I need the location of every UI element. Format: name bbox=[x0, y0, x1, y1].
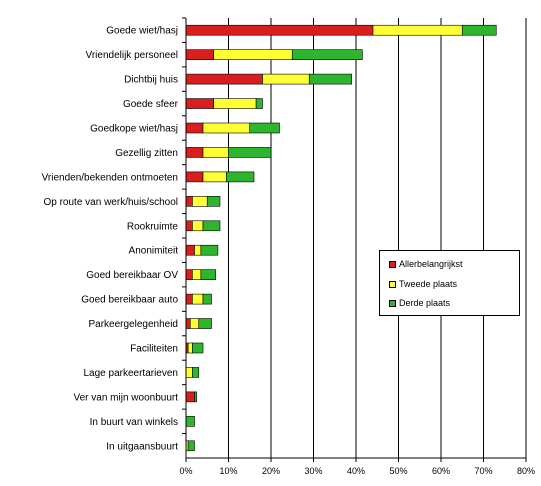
bar-derde-plaats-goedkope-wiet-hasj bbox=[249, 122, 280, 134]
category-label: Parkeergelegenheid bbox=[88, 319, 178, 330]
bar-allerbelangrijkst-vriendelijk-personeel bbox=[185, 49, 214, 60]
bar-derde-plaats-rookruimte bbox=[202, 220, 221, 232]
bar-derde-plaats-in-uitgaansbuurt bbox=[187, 440, 195, 452]
bar-tweede-plaats-rookruimte bbox=[192, 220, 204, 232]
bar-allerbelangrijkst-parkeergelegenheid bbox=[185, 318, 191, 329]
category-label: Goede wiet/hasj bbox=[106, 26, 178, 37]
bar-tweede-plaats-anonimiteit bbox=[194, 244, 202, 256]
bar-derde-plaats-parkeergelegenheid bbox=[198, 318, 212, 329]
category-label: Lage parkeertarieven bbox=[83, 368, 178, 379]
x-tick-label: 50% bbox=[389, 466, 407, 476]
category-label: Goed bereikbaar OV bbox=[86, 270, 178, 281]
bar-allerbelangrijkst-gezellig-zitten bbox=[185, 147, 204, 158]
bar-tweede-plaats-dichtbij-huis bbox=[262, 73, 310, 85]
bar-derde-plaats-vrienden-bekenden-ontmoeten bbox=[226, 171, 255, 183]
bar-derde-plaats-goede-wiet-hasj bbox=[461, 24, 497, 36]
x-tick-label: 20% bbox=[262, 466, 280, 476]
bar-allerbelangrijkst-goed-bereikbaar-ov bbox=[185, 269, 193, 280]
bar-derde-plaats-goede-sfeer bbox=[255, 98, 263, 109]
bar-tweede-plaats-goedkope-wiet-hasj bbox=[202, 122, 251, 134]
bar-tweede-plaats-goede-sfeer bbox=[213, 98, 257, 109]
bar-tweede-plaats-op-route-van-werk-huis-school bbox=[192, 196, 208, 207]
legend-item-allerbelangrijkst: Allerbelangrijkst bbox=[389, 257, 463, 271]
legend-label: Tweede plaats bbox=[399, 279, 458, 289]
bar-allerbelangrijkst-goed-bereikbaar-auto bbox=[185, 293, 193, 305]
legend-label: Derde plaats bbox=[399, 298, 451, 308]
x-tick-label: 30% bbox=[304, 466, 322, 476]
bar-derde-plaats-lage-parkeertarieven bbox=[192, 367, 200, 378]
bar-derde-plaats-in-buurt-van-winkels bbox=[185, 416, 195, 427]
bar-derde-plaats-gezellig-zitten bbox=[228, 147, 272, 158]
legend: Allerbelangrijkst Tweede plaats Derde pl… bbox=[379, 250, 520, 316]
bar-derde-plaats-op-route-van-werk-huis-school bbox=[206, 196, 221, 207]
category-label: Goedkope wiet/hasj bbox=[90, 124, 178, 135]
category-label: Vriendelijk personeel bbox=[86, 50, 178, 61]
legend-swatch-red bbox=[389, 260, 396, 268]
x-tick-label: 60% bbox=[432, 466, 450, 476]
bar-derde-plaats-goed-bereikbaar-ov bbox=[200, 269, 217, 280]
x-tick-labels: 0% 10% 20% 30% 40% 50% 60% 70% 80% bbox=[179, 466, 535, 476]
legend-item-tweede-plaats: Tweede plaats bbox=[389, 277, 457, 291]
category-label: Ver van mijn woonbuurt bbox=[73, 392, 178, 403]
bar-allerbelangrijkst-ver-van-mijn-woonbuurt bbox=[185, 391, 195, 403]
category-label: Rookruimte bbox=[127, 221, 179, 232]
bar-derde-plaats-faciliteiten bbox=[192, 342, 204, 354]
bar-tweede-plaats-faciliteiten bbox=[187, 342, 193, 354]
category-label: Op route van werk/huis/school bbox=[43, 197, 178, 208]
bar-allerbelangrijkst-dichtbij-huis bbox=[185, 73, 263, 85]
bar-derde-plaats-goed-bereikbaar-auto bbox=[202, 293, 212, 305]
category-label: Goede sfeer bbox=[123, 99, 179, 110]
gridlines bbox=[228, 18, 527, 458]
bar-tweede-plaats-parkeergelegenheid bbox=[189, 318, 200, 329]
axes bbox=[182, 17, 527, 462]
bar-allerbelangrijkst-goede-sfeer bbox=[185, 98, 214, 109]
legend-item-derde-plaats: Derde plaats bbox=[389, 296, 450, 310]
bar-tweede-plaats-gezellig-zitten bbox=[202, 147, 229, 158]
x-tick-label: 40% bbox=[347, 466, 365, 476]
bar-derde-plaats-ver-van-mijn-woonbuurt bbox=[194, 391, 197, 403]
category-label: Gezellig zitten bbox=[115, 148, 178, 159]
bar-derde-plaats-anonimiteit bbox=[200, 244, 219, 256]
bar-tweede-plaats-goede-wiet-hasj bbox=[372, 24, 463, 36]
category-label: Goed bereikbaar auto bbox=[81, 295, 178, 306]
x-tick-label: 10% bbox=[219, 466, 237, 476]
legend-swatch-green bbox=[389, 299, 396, 307]
bar-tweede-plaats-goed-bereikbaar-ov bbox=[192, 269, 202, 280]
bar-allerbelangrijkst-op-route-van-werk-huis-school bbox=[185, 196, 193, 207]
bar-tweede-plaats-vriendelijk-personeel bbox=[213, 49, 293, 60]
category-labels: Goede wiet/hasj Vriendelijk personeel Dich… bbox=[42, 26, 179, 453]
category-label: In uitgaansbuurt bbox=[106, 441, 178, 452]
bar-tweede-plaats-lage-parkeertarieven bbox=[185, 367, 193, 378]
bar-allerbelangrijkst-vrienden-bekenden-ontmoeten bbox=[185, 171, 204, 183]
bar-allerbelangrijkst-rookruimte bbox=[185, 220, 193, 232]
legend-swatch-yellow bbox=[389, 280, 396, 288]
x-tick-label: 0% bbox=[179, 466, 192, 476]
bar-allerbelangrijkst-anonimiteit bbox=[185, 244, 195, 256]
category-label: In buurt van winkels bbox=[90, 417, 178, 428]
bar-allerbelangrijkst-goede-wiet-hasj bbox=[185, 24, 374, 36]
x-tick-label: 70% bbox=[474, 466, 492, 476]
category-label: Faciliteiten bbox=[130, 344, 178, 355]
legend-label: Allerbelangrijkst bbox=[399, 259, 463, 269]
x-tick-label: 80% bbox=[517, 466, 535, 476]
category-label: Anonimiteit bbox=[129, 246, 179, 257]
bar-allerbelangrijkst-goedkope-wiet-hasj bbox=[185, 122, 204, 134]
bars bbox=[185, 24, 497, 452]
bar-tweede-plaats-goed-bereikbaar-auto bbox=[192, 293, 204, 305]
bar-derde-plaats-dichtbij-huis bbox=[308, 73, 353, 85]
bar-tweede-plaats-vrienden-bekenden-ontmoeten bbox=[202, 171, 227, 183]
bar-derde-plaats-vriendelijk-personeel bbox=[291, 49, 363, 60]
category-label: Dichtbij huis bbox=[124, 75, 178, 86]
category-label: Vrienden/bekenden ontmoeten bbox=[42, 172, 178, 183]
